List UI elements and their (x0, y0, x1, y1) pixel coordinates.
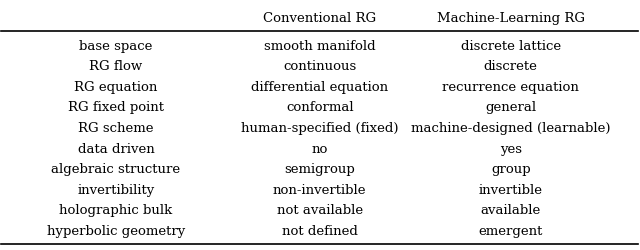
Text: holographic bulk: holographic bulk (60, 204, 173, 216)
Text: differential equation: differential equation (251, 80, 388, 94)
Text: machine-designed (learnable): machine-designed (learnable) (411, 122, 611, 134)
Text: RG equation: RG equation (74, 80, 157, 94)
Text: available: available (481, 204, 541, 216)
Text: data driven: data driven (77, 142, 154, 155)
Text: Conventional RG: Conventional RG (263, 12, 376, 25)
Text: algebraic structure: algebraic structure (51, 162, 180, 175)
Text: discrete: discrete (484, 60, 538, 73)
Text: general: general (485, 101, 536, 114)
Text: recurrence equation: recurrence equation (442, 80, 579, 94)
Text: non-invertible: non-invertible (273, 183, 367, 196)
Text: continuous: continuous (283, 60, 356, 73)
Text: not available: not available (276, 204, 363, 216)
Text: no: no (312, 142, 328, 155)
Text: RG flow: RG flow (90, 60, 143, 73)
Text: base space: base space (79, 40, 153, 52)
Text: RG fixed point: RG fixed point (68, 101, 164, 114)
Text: emergent: emergent (479, 224, 543, 237)
Text: smooth manifold: smooth manifold (264, 40, 376, 52)
Text: RG scheme: RG scheme (78, 122, 154, 134)
Text: invertibility: invertibility (77, 183, 155, 196)
Text: not defined: not defined (282, 224, 358, 237)
Text: conformal: conformal (286, 101, 353, 114)
Text: invertible: invertible (479, 183, 543, 196)
Text: Machine-Learning RG: Machine-Learning RG (436, 12, 585, 25)
Text: semigroup: semigroup (284, 162, 355, 175)
Text: hyperbolic geometry: hyperbolic geometry (47, 224, 185, 237)
Text: group: group (491, 162, 531, 175)
Text: yes: yes (500, 142, 522, 155)
Text: human-specified (fixed): human-specified (fixed) (241, 122, 399, 134)
Text: discrete lattice: discrete lattice (461, 40, 561, 52)
